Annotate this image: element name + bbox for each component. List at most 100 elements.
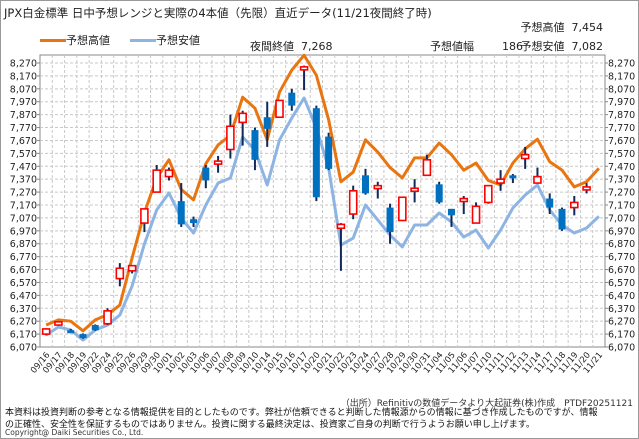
candle-up [226, 125, 235, 151]
candle-down [386, 207, 394, 233]
y-tick-label-left: 7,070 [10, 213, 37, 224]
candle-up [275, 99, 284, 119]
chart-title: JPX白金標準 日中予想レンジと実際の4本値（先限）直近データ(11/21夜間終… [4, 6, 432, 20]
source-note: （出所）Refinitivの数値データより大起証券(株)作成 PTDF20251… [340, 399, 633, 409]
candle-down [312, 108, 320, 198]
candle-up [348, 190, 358, 215]
candle-up [164, 169, 174, 178]
candle-down [288, 92, 296, 106]
candle-down [509, 175, 517, 179]
y-tick-label-left: 7,270 [10, 188, 37, 199]
pred-high-stat: 予想高値 7,454 [521, 19, 604, 35]
y-tick-label-left: 6,270 [10, 317, 37, 328]
candle-down [361, 175, 369, 194]
night-close-label: 夜間終値 [250, 40, 294, 53]
y-tick-label-left: 7,370 [10, 175, 37, 186]
y-tick-label-left: 7,970 [10, 97, 37, 108]
candle-up [299, 66, 309, 71]
candle-up [127, 264, 137, 272]
y-tick-label-right: 7,670 [608, 136, 635, 147]
y-tick-label-right: 6,370 [608, 304, 635, 315]
y-tick-label-left: 6,970 [10, 226, 37, 237]
y-tick-label-right: 8,170 [608, 71, 635, 82]
candle-up [533, 175, 542, 184]
night-close-stat: 夜間終値 7,268 [250, 38, 333, 54]
y-tick-label-right: 6,570 [608, 278, 635, 289]
pred-high-line [45, 53, 600, 333]
candle-up [459, 197, 469, 203]
range-label: 予想値幅 [430, 40, 474, 53]
legend-high-label: 予想高値 [66, 34, 110, 47]
y-tick-label-right: 7,470 [608, 162, 635, 173]
y-tick-label-right: 7,270 [608, 188, 635, 199]
y-tick-label-right: 6,470 [608, 291, 635, 302]
y-tick-label-right: 7,870 [608, 110, 635, 121]
y-tick-label-right: 6,170 [608, 330, 635, 341]
y-tick-label-right: 6,070 [608, 343, 635, 354]
y-tick-label-right: 7,370 [608, 175, 635, 186]
y-tick-label-right: 8,270 [608, 59, 635, 70]
y-tick-label-left: 6,070 [10, 343, 37, 354]
candle-up [41, 328, 51, 335]
night-close-value: 7,268 [301, 40, 333, 53]
y-tick-label-right: 6,770 [608, 252, 635, 263]
y-tick-label-right: 7,770 [608, 123, 635, 134]
candle-down [79, 334, 87, 338]
candle-up [520, 153, 530, 160]
candle-down [447, 208, 455, 216]
y-tick-label-left: 6,770 [10, 252, 37, 263]
pred-high-value: 7,454 [571, 21, 604, 34]
candle-down [91, 325, 99, 331]
y-tick-label-left: 8,070 [10, 84, 37, 95]
legend-low-swatch [130, 39, 156, 42]
candle-up [54, 321, 63, 326]
pred-low-line [45, 96, 600, 342]
y-tick-label-left: 6,170 [10, 330, 37, 341]
y-tick-label-left: 6,570 [10, 278, 37, 289]
y-tick-label-right: 7,570 [608, 149, 635, 160]
pred-low-stat: 予想安値 7,082 [521, 38, 604, 54]
disclaimer-line-1: 本資料は投資判断の参考となる情報提供を目的としたものです。弊社が信頼できると判断… [5, 408, 598, 418]
candle-down [251, 130, 259, 160]
candle-up [140, 208, 149, 224]
y-tick-label-left: 6,370 [10, 304, 37, 315]
candle-up [398, 196, 407, 222]
candle-down [202, 167, 210, 181]
range-stat: 予想値幅 186 [430, 38, 523, 54]
candle-down [67, 330, 75, 334]
candle-down [558, 208, 566, 230]
range-value: 186 [502, 40, 523, 53]
legend-low-label: 予想安値 [156, 34, 200, 47]
y-tick-label-right: 6,870 [608, 239, 635, 250]
candle-down [325, 136, 333, 169]
copyright: Copyright@ Daiki Securities Co., Ltd. [5, 428, 144, 437]
candle-up [496, 178, 505, 184]
y-tick-label-left: 7,670 [10, 136, 37, 147]
candle-up [103, 310, 112, 325]
candle-up [582, 186, 591, 191]
y-tick-label-right: 7,070 [608, 213, 635, 224]
candle-up [336, 223, 346, 230]
y-tick-label-right: 6,670 [608, 265, 635, 276]
pred-low-label: 予想安値 [520, 40, 565, 53]
y-tick-label-left: 8,270 [10, 59, 37, 70]
candlestick-chart: 6,070 6,070 6,170 6,170 6,270 6,270 6,370 6,370… [10, 53, 635, 376]
candle-up [115, 267, 125, 280]
candle-up [410, 187, 419, 193]
y-tick-label-left: 6,870 [10, 239, 37, 250]
y-tick-label-left: 6,470 [10, 291, 37, 302]
candle-up [213, 160, 223, 165]
y-tick-label-right: 8,070 [608, 84, 635, 95]
y-tick-label-left: 7,870 [10, 110, 37, 121]
y-tick-label-right: 6,970 [608, 226, 635, 237]
y-tick-label-left: 8,170 [10, 71, 37, 82]
candle-up [484, 184, 493, 204]
candle-up [152, 169, 161, 193]
candle-down [546, 198, 554, 208]
candle-down [263, 117, 271, 129]
candle-up [471, 205, 481, 224]
candle-up [569, 201, 579, 209]
y-tick-label-left: 7,470 [10, 162, 37, 173]
candle-up [238, 112, 247, 124]
y-tick-label-left: 7,770 [10, 123, 37, 134]
